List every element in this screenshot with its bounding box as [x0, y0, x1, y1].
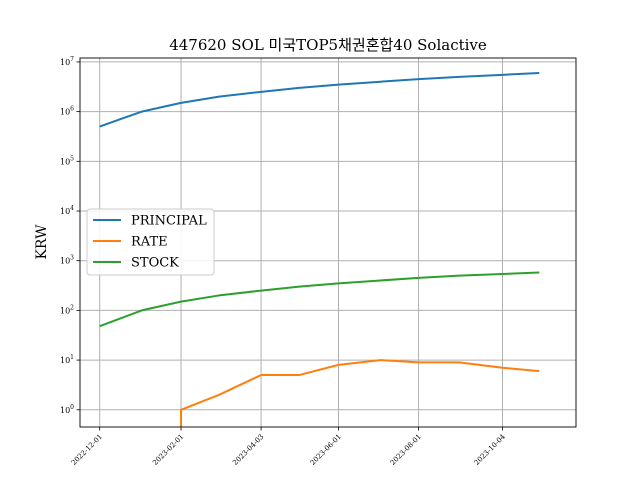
chart-title: 447620 SOL 미국TOP5채권혼합40 Solactive	[169, 36, 487, 54]
x-tick-label: 2023-10-04	[473, 432, 508, 467]
legend-label-rate: RATE	[131, 235, 168, 250]
y-tick-label: 100	[60, 404, 74, 415]
series-line-stock	[99, 271, 540, 328]
y-axis-label: KRW	[34, 224, 50, 260]
y-axis: 100 101 102 103 104 105 106 107	[60, 56, 80, 415]
series-line-rate	[180, 359, 540, 427]
y-tick-label: 106	[60, 106, 74, 117]
series-line-principal	[99, 71, 540, 128]
y-tick-label: 107	[60, 56, 74, 67]
x-axis: 2022-12-01 2023-02-01 2023-04-03 2023-06-01…	[70, 427, 507, 467]
x-tick-label: 2022-12-01	[70, 433, 104, 467]
legend-box	[86, 208, 215, 276]
y-tick-label: 104	[60, 205, 74, 216]
x-tick-label: 2023-02-01	[151, 433, 185, 467]
legend-label-stock: STOCK	[131, 256, 179, 271]
y-tick-label: 105	[60, 155, 74, 166]
axes-frame	[79, 57, 577, 428]
x-tick-label: 2023-08-01	[389, 433, 423, 467]
grid	[80, 58, 576, 427]
x-tick-label: 2023-06-01	[309, 433, 343, 467]
x-tick-label: 2023-04-03	[231, 433, 265, 467]
legend-label-principal: PRINCIPAL	[131, 214, 207, 229]
legend: PRINCIPAL RATE STOCK	[86, 208, 215, 276]
y-tick-label: 102	[60, 304, 74, 315]
y-tick-label: 101	[60, 354, 74, 365]
plot-area	[99, 71, 540, 427]
y-tick-label: 103	[60, 255, 74, 266]
